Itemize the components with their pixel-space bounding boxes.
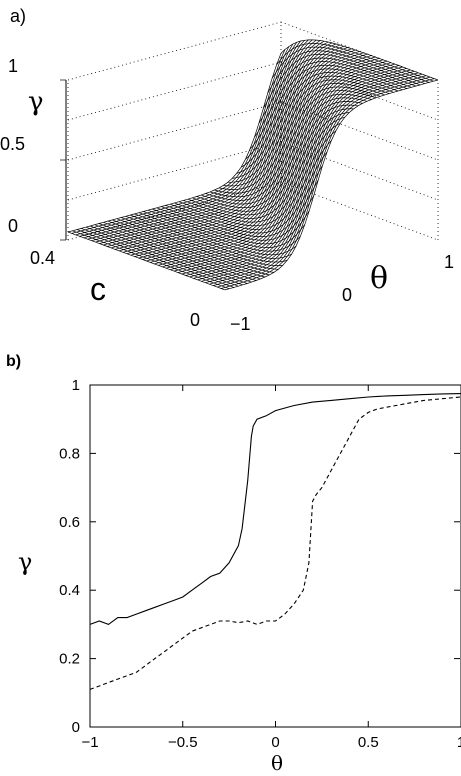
mesh-line-theta-44 xyxy=(262,53,421,109)
x-tick-label-0: −1 xyxy=(81,734,98,751)
mesh-line-theta-29 xyxy=(196,108,354,208)
mesh-line-theta-24 xyxy=(174,140,332,227)
x-axis-label-theta: θ xyxy=(370,261,388,296)
z-tick-0: 0 xyxy=(8,216,18,236)
x-axis-label: θ xyxy=(271,751,283,775)
series-line-dashed xyxy=(89,396,461,690)
mesh-line-theta-4 xyxy=(85,226,243,286)
z-axis-label: γ xyxy=(28,87,44,117)
mesh-line-theta-33 xyxy=(214,93,372,194)
mesh-line-theta-23 xyxy=(169,151,328,230)
mesh-line-theta-16 xyxy=(138,212,297,256)
mesh-line-theta-9 xyxy=(107,220,265,278)
y-axis-label-c: c xyxy=(90,271,106,307)
panel-b-line-chart: b) −1 −0.5 0 0.5 1 0 0.2 0.4 0.6 0.8 1 γ θ xyxy=(6,353,461,775)
y-tick-label-0: 0 xyxy=(72,719,80,736)
panel-b-label: b) xyxy=(6,353,21,370)
x-tick-label-4: 1 xyxy=(457,734,461,751)
y-tick-0: 0 xyxy=(190,310,200,330)
axis-ticks: −1 −0.5 0 0.5 1 0 0.2 0.4 0.6 0.8 1 xyxy=(59,377,461,751)
x-tick-minus1: −1 xyxy=(230,314,251,334)
y-tick-label-1: 0.2 xyxy=(59,651,80,668)
mesh-line-theta-12 xyxy=(121,217,279,270)
x-tick-0: 0 xyxy=(342,285,352,305)
x-tick-1: 1 xyxy=(444,252,454,272)
plot-frame xyxy=(89,384,461,728)
y-tick-0.4: 0.4 xyxy=(30,248,55,268)
mesh-line-theta-37 xyxy=(232,79,390,179)
mesh-line-theta-7 xyxy=(98,223,257,281)
mesh-line-theta-11 xyxy=(116,218,274,273)
mesh-line-theta-38 xyxy=(236,75,394,174)
mesh-line-theta-32 xyxy=(209,97,368,198)
series-group xyxy=(89,393,461,690)
mesh-line-theta-28 xyxy=(192,112,350,212)
y-tick-label-2: 0.4 xyxy=(59,582,80,599)
mesh-line-theta-46 xyxy=(271,46,430,83)
panel-a-box-lines xyxy=(67,21,439,241)
mesh-line-theta-21 xyxy=(161,179,319,237)
mesh-line-theta-3 xyxy=(81,228,239,287)
box-line-5 xyxy=(67,181,282,241)
mesh-line-theta-25 xyxy=(178,130,337,223)
mesh-line-theta-30 xyxy=(200,104,359,205)
box-line-9 xyxy=(67,141,282,201)
series-line-solid xyxy=(89,393,461,626)
panel-a-surface-mesh xyxy=(60,39,439,291)
y-tick-label-4: 0.8 xyxy=(59,445,80,462)
mesh-line-theta-22 xyxy=(165,165,323,234)
mesh-line-theta-42 xyxy=(254,61,412,138)
mesh-line-theta-14 xyxy=(129,214,288,263)
mesh-line-theta-26 xyxy=(183,122,341,219)
mesh-line-theta-10 xyxy=(112,219,270,276)
mesh-line-theta-0 xyxy=(67,231,226,291)
y-tick-label-3: 0.6 xyxy=(59,514,80,531)
x-tick-label-2: 0 xyxy=(271,734,279,751)
box-line-7 xyxy=(67,101,282,161)
y-axis-label: γ xyxy=(18,548,32,576)
panel-a-label: a) xyxy=(10,6,26,26)
mesh-line-theta-45 xyxy=(267,50,425,94)
mesh-line-theta-47 xyxy=(276,43,434,82)
mesh-line-theta-15 xyxy=(134,213,292,259)
mesh-line-theta-27 xyxy=(187,116,345,216)
mesh-line-theta-13 xyxy=(125,215,283,266)
mesh-line-theta-39 xyxy=(240,72,399,168)
box-line-11 xyxy=(280,141,439,201)
mesh-line-theta-1 xyxy=(72,230,230,290)
mesh-line-theta-6 xyxy=(94,224,252,283)
panel-a-surface-plot: a) 1 0.5 0 γ 0.4 0 c −1 0 1 θ xyxy=(0,6,454,334)
mesh-line-theta-36 xyxy=(227,82,385,183)
x-tick-label-1: −0.5 xyxy=(168,734,198,751)
mesh-line-theta-31 xyxy=(205,101,363,201)
mesh-line-theta-35 xyxy=(223,86,381,187)
mesh-line-theta-2 xyxy=(76,229,235,288)
mesh-line-theta-5 xyxy=(90,225,248,284)
mesh-line-theta-19 xyxy=(152,208,310,245)
mesh-line-theta-18 xyxy=(147,209,306,248)
z-tick-1: 1 xyxy=(8,56,18,76)
y-tick-label-5: 1 xyxy=(72,377,80,394)
mesh-line-theta-40 xyxy=(245,68,403,160)
mesh-line-theta-41 xyxy=(249,64,408,150)
box-line-3 xyxy=(67,21,282,81)
box-line-10 xyxy=(67,61,282,121)
mesh-line-theta-43 xyxy=(258,57,416,124)
x-tick-label-3: 0.5 xyxy=(358,734,379,751)
mesh-line-theta-20 xyxy=(156,195,315,241)
mesh-line-theta-17 xyxy=(143,211,301,252)
z-tick-0.5: 0.5 xyxy=(0,134,25,154)
mesh-line-theta-8 xyxy=(103,221,261,280)
mesh-line-theta-48 xyxy=(280,39,439,81)
mesh-line-theta-34 xyxy=(218,90,377,190)
